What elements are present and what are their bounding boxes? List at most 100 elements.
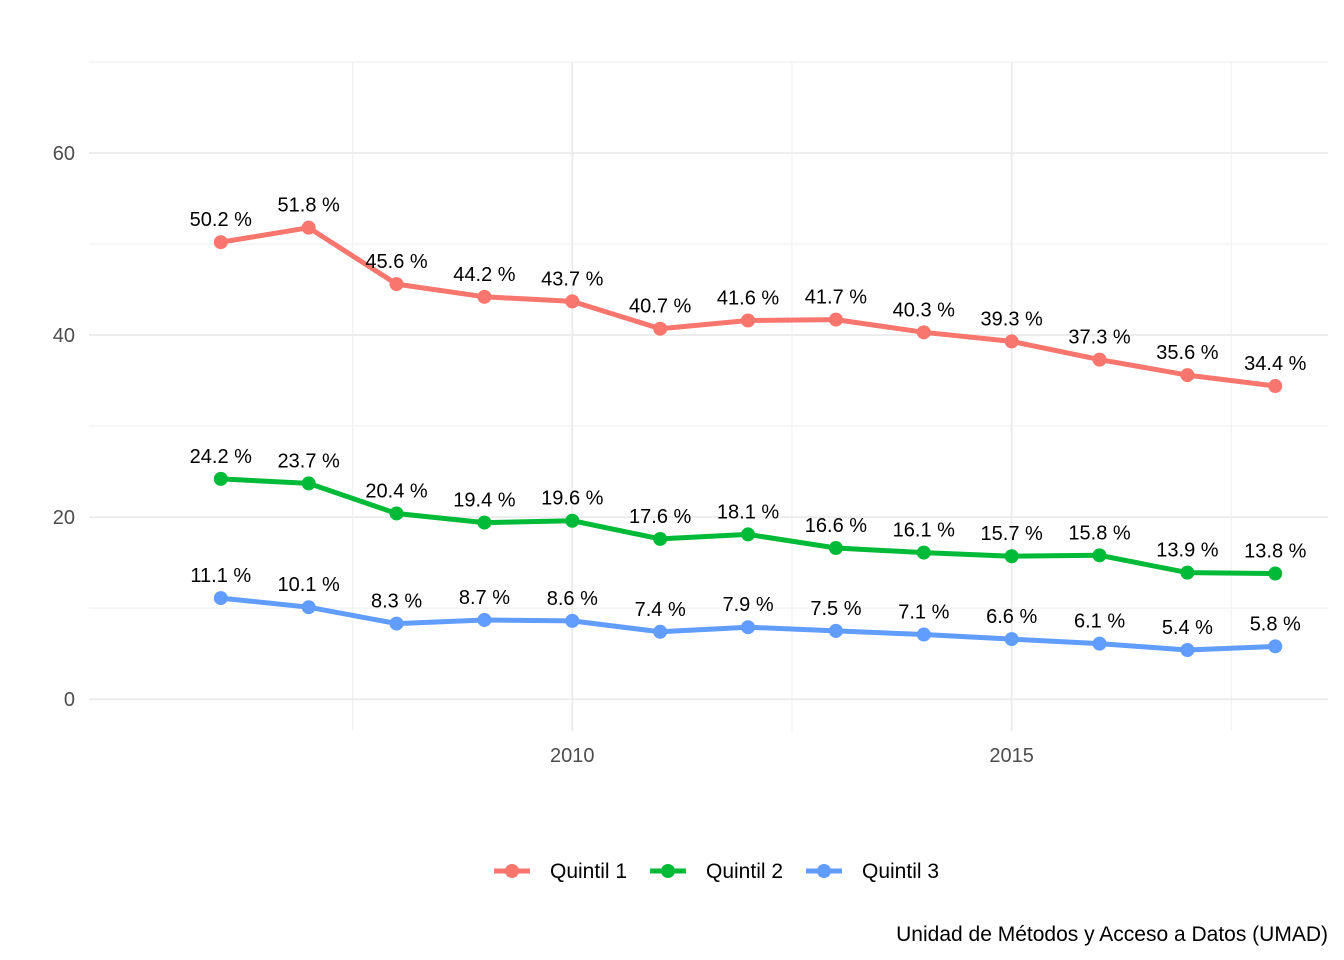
data-point [916,545,931,560]
data-label: 19.6 % [541,488,603,510]
data-point [1268,639,1283,654]
legend-key-point [505,864,519,878]
data-point [741,313,756,328]
data-label: 16.6 % [805,515,867,537]
y-tick-label: 20 [53,507,75,529]
data-label: 5.8 % [1250,613,1301,635]
data-point [1268,379,1283,394]
data-label: 10.1 % [278,574,340,596]
data-label: 23.7 % [278,450,340,472]
y-tick-label: 40 [53,325,75,347]
data-label: 15.8 % [1068,522,1130,544]
data-point [213,591,228,606]
grid-major [89,62,1328,731]
data-label: 44.2 % [453,264,515,286]
data-point [1180,565,1195,580]
data-label: 16.1 % [893,520,955,542]
legend-item-1: Quintil 1 [494,860,627,883]
y-tick-label: 0 [64,689,75,711]
chart-caption: Unidad de Métodos y Acceso a Datos (UMAD… [896,923,1328,946]
data-label: 24.2 % [190,446,252,468]
data-point [389,506,404,521]
data-label: 34.4 % [1244,353,1306,375]
data-label: 8.6 % [547,588,598,610]
legend-item-2: Quintil 2 [650,860,783,883]
data-label: 19.4 % [453,490,515,512]
data-point [916,325,931,340]
data-point [916,627,931,642]
data-label: 18.1 % [717,501,779,523]
data-label: 40.7 % [629,296,691,318]
data-point [1180,368,1195,383]
data-label: 6.6 % [986,606,1037,628]
grid-minor [89,61,1328,731]
data-point [1092,352,1107,367]
x-tick-label: 2015 [989,745,1034,767]
y-tick-label: 60 [53,143,75,165]
data-label: 8.7 % [459,587,510,609]
data-label: 13.9 % [1156,540,1218,562]
legend-label: Quintil 1 [550,860,627,883]
data-point [828,541,843,556]
data-point [653,531,668,546]
data-label: 20.4 % [365,480,427,502]
data-label: 43.7 % [541,268,603,290]
data-point [741,527,756,542]
legend-label: Quintil 3 [862,860,939,883]
data-point [565,613,580,628]
data-point [653,624,668,639]
x-axis-ticks: 2010 2015 [550,745,1034,767]
data-point [301,220,316,235]
data-point [301,476,316,491]
data-point [389,277,404,292]
data-point [477,612,492,627]
data-point [828,312,843,327]
data-point [301,600,316,615]
data-point [213,235,228,250]
data-label: 5.4 % [1162,617,1213,639]
data-point [1004,632,1019,647]
data-point [389,616,404,631]
data-point [213,471,228,486]
x-tick-label: 2010 [550,745,595,767]
legend: Quintil 1 Quintil 2 Quintil 3 [494,860,939,883]
data-point [1004,549,1019,564]
data-point [1092,636,1107,651]
data-label: 7.4 % [635,599,686,621]
data-label: 37.3 % [1068,327,1130,349]
data-label: 15.7 % [981,523,1043,545]
data-point [653,321,668,336]
data-label: 35.6 % [1156,342,1218,364]
data-label: 8.3 % [371,591,422,613]
data-label: 51.8 % [278,195,340,217]
data-point [565,294,580,309]
data-label: 41.6 % [717,287,779,309]
data-point [1092,548,1107,563]
legend-item-3: Quintil 3 [806,860,939,883]
data-label: 7.9 % [722,594,773,616]
data-label: 7.1 % [898,602,949,624]
data-label: 6.1 % [1074,611,1125,633]
data-point [477,289,492,304]
data-point [1268,566,1283,581]
data-label: 7.5 % [810,598,861,620]
data-point [1004,334,1019,349]
legend-label: Quintil 2 [706,860,783,883]
data-labels: 50.2 % 51.8 % 45.6 % 44.2 % 43.7 % 40.7 % 41.6… [190,195,1307,639]
data-point [741,620,756,635]
data-label: 39.3 % [981,308,1043,330]
series-points [213,220,1283,657]
data-point [828,623,843,638]
data-label: 41.7 % [805,287,867,309]
data-label: 40.3 % [893,299,955,321]
legend-key-point [817,864,831,878]
data-label: 50.2 % [190,209,252,231]
data-point [477,515,492,530]
data-label: 45.6 % [365,251,427,273]
data-label: 11.1 % [190,565,251,587]
data-point [1180,642,1195,657]
y-axis-ticks: 0 20 40 60 [53,143,75,711]
data-label: 13.8 % [1244,541,1306,563]
data-point [565,513,580,528]
